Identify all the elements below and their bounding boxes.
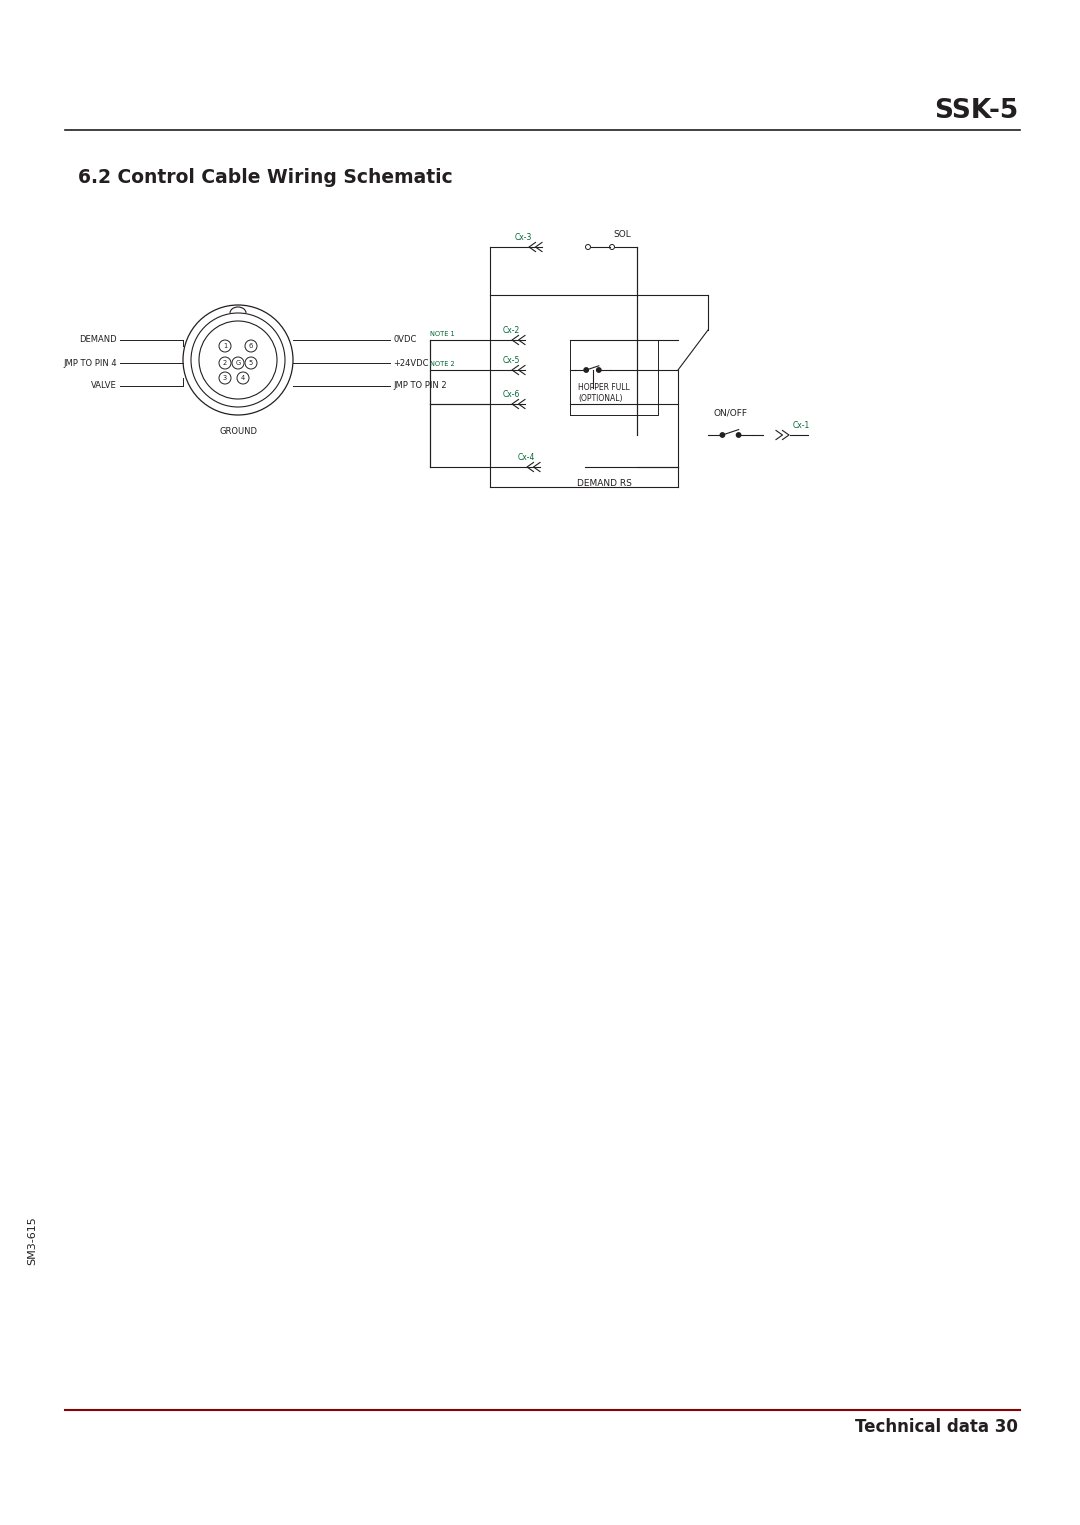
Text: NOTE 2: NOTE 2 xyxy=(430,361,455,368)
Text: JMP TO PIN 2: JMP TO PIN 2 xyxy=(393,381,447,390)
Text: NOTE 1: NOTE 1 xyxy=(430,331,455,337)
Text: Cx-5: Cx-5 xyxy=(502,355,519,364)
Circle shape xyxy=(737,433,741,438)
Text: 0VDC: 0VDC xyxy=(393,336,417,345)
Text: 1: 1 xyxy=(222,343,227,349)
Text: SOL: SOL xyxy=(613,230,631,239)
Text: Cx-4: Cx-4 xyxy=(517,453,535,462)
Text: Technical data 30: Technical data 30 xyxy=(855,1418,1018,1437)
Text: Cx-2: Cx-2 xyxy=(503,326,519,336)
Text: SM3-615: SM3-615 xyxy=(27,1217,37,1266)
Text: SSK-5: SSK-5 xyxy=(934,98,1018,124)
Text: 6: 6 xyxy=(248,343,253,349)
Text: Cx-3: Cx-3 xyxy=(515,233,532,242)
Text: +24VDC: +24VDC xyxy=(393,358,429,368)
Text: 6.2 Control Cable Wiring Schematic: 6.2 Control Cable Wiring Schematic xyxy=(78,168,453,188)
Text: 5: 5 xyxy=(248,360,253,366)
Text: Cx-1: Cx-1 xyxy=(793,421,810,430)
Circle shape xyxy=(596,368,600,372)
Circle shape xyxy=(584,368,589,372)
Text: ON/OFF: ON/OFF xyxy=(713,409,747,416)
Text: 2: 2 xyxy=(222,360,227,366)
Text: G: G xyxy=(235,360,241,366)
Circle shape xyxy=(720,433,725,438)
Text: Cx-6: Cx-6 xyxy=(502,390,519,400)
Text: 3: 3 xyxy=(222,375,227,381)
Text: JMP TO PIN 4: JMP TO PIN 4 xyxy=(64,358,117,368)
Text: 4: 4 xyxy=(241,375,245,381)
Text: DEMAND RS: DEMAND RS xyxy=(577,479,632,488)
Text: HOPPER FULL
(OPTIONAL): HOPPER FULL (OPTIONAL) xyxy=(578,383,630,403)
Text: GROUND: GROUND xyxy=(219,427,257,436)
Text: VALVE: VALVE xyxy=(91,381,117,390)
Text: DEMAND: DEMAND xyxy=(79,336,117,345)
